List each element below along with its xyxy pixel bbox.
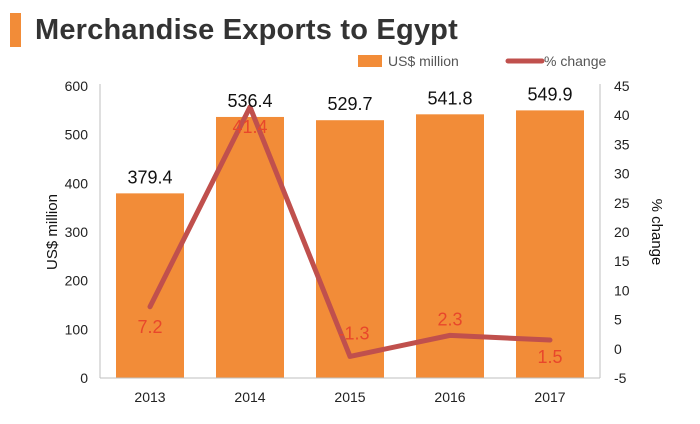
- y2-tick-label: -5: [614, 370, 627, 386]
- bar-value-label: 529.7: [327, 94, 372, 114]
- pct-change-line: [147, 104, 553, 359]
- y2-tick-label: 0: [614, 341, 622, 357]
- bar-value-label: 536.4: [227, 91, 272, 111]
- y2-tick-label: 10: [614, 282, 630, 298]
- y-tick-label: 100: [65, 321, 89, 337]
- y-tick-label: 400: [65, 175, 89, 191]
- legend: US$ million % change: [358, 53, 606, 69]
- pct-change-label: -1.3: [338, 323, 369, 343]
- y-tick-label: 500: [65, 127, 89, 143]
- axes: 0 100 200 300 400 500 600 -5 0 5 10 15 20 25 30 35 40 45 2…: [44, 78, 665, 405]
- pct-change-label: 2.3: [437, 309, 462, 329]
- data-labels: 379.4 536.4 529.7 541.8 549.9 7.2 41.4 -1.3 2.3 1…: [127, 84, 572, 367]
- bar-value-label: 379.4: [127, 167, 172, 187]
- y2-tick-label: 15: [614, 253, 630, 269]
- pct-change-label: 1.5: [537, 347, 562, 367]
- x-tick-label: 2014: [234, 389, 265, 405]
- x-tick-label: 2013: [134, 389, 165, 405]
- y-tick-label: 200: [65, 273, 89, 289]
- line-series: [147, 104, 553, 359]
- y2-tick-label: 40: [614, 107, 630, 123]
- y2-tick-label: 45: [614, 78, 630, 94]
- bar-value-label: 549.9: [527, 84, 572, 104]
- legend-label-bar: US$ million: [388, 53, 459, 69]
- y2-tick-label: 35: [614, 136, 630, 152]
- x-tick-label: 2015: [334, 389, 365, 405]
- x-tick-label: 2017: [534, 389, 565, 405]
- pct-change-label: 41.4: [232, 117, 267, 137]
- legend-swatch-bar: [358, 55, 382, 67]
- y-axis-title: US$ million: [44, 194, 61, 270]
- pct-change-label: 7.2: [137, 317, 162, 337]
- bar-series: [116, 110, 584, 379]
- bar-2013: [116, 193, 184, 378]
- y-tick-label: 600: [65, 78, 89, 94]
- chart-title-area: Merchandise Exports to Egypt: [10, 8, 458, 52]
- x-tick-label: 2016: [434, 389, 465, 405]
- bar-2017: [516, 110, 584, 378]
- y-tick-label: 300: [65, 224, 89, 240]
- bar-value-label: 541.8: [427, 88, 472, 108]
- chart-title: Merchandise Exports to Egypt: [35, 13, 458, 46]
- y2-axis-title: % change: [648, 199, 665, 266]
- title-accent-bar: [10, 13, 21, 47]
- y2-tick-label: 20: [614, 224, 630, 240]
- y2-tick-label: 30: [614, 166, 630, 182]
- legend-label-line: % change: [544, 53, 606, 69]
- y2-tick-label: 5: [614, 312, 622, 328]
- y-tick-label: 0: [80, 370, 88, 386]
- bar-2015: [316, 120, 384, 378]
- y2-tick-label: 25: [614, 195, 630, 211]
